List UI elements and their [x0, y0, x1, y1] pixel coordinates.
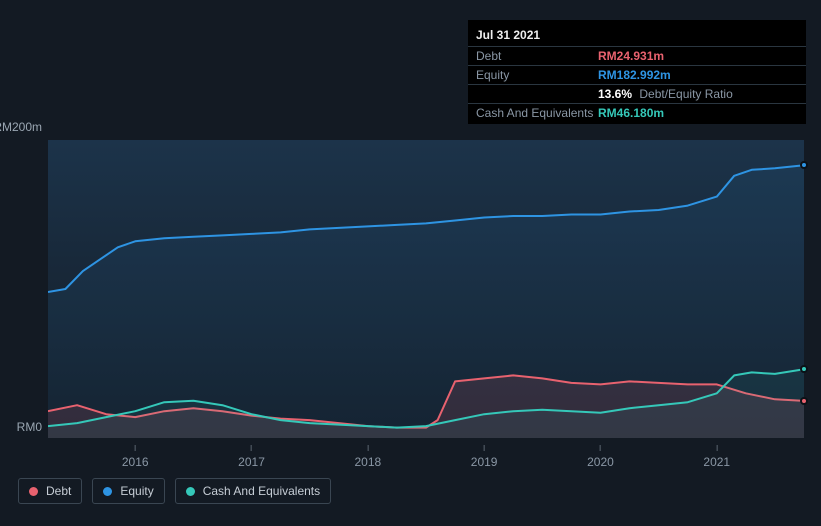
chart-tooltip: Jul 31 2021 DebtRM24.931mEquityRM182.992…: [468, 20, 806, 124]
legend-label: Debt: [46, 484, 71, 498]
tooltip-row-label: Debt: [476, 49, 598, 63]
tooltip-row: 13.6% Debt/Equity Ratio: [468, 84, 806, 103]
tooltip-row: EquityRM182.992m: [468, 65, 806, 84]
legend-dot-icon: [103, 487, 112, 496]
x-tick: 2020: [587, 445, 614, 469]
tooltip-row-label: Equity: [476, 68, 598, 82]
debt-end-marker: [800, 397, 808, 405]
tooltip-row: Cash And EquivalentsRM46.180m: [468, 103, 806, 122]
tooltip-row: DebtRM24.931m: [468, 46, 806, 65]
tooltip-row-label: [476, 87, 598, 101]
tooltip-row-value: RM182.992m: [598, 68, 671, 82]
x-tick-label: 2020: [587, 455, 614, 469]
legend-dot-icon: [186, 487, 195, 496]
x-tick-mark: [716, 445, 717, 451]
legend-label: Equity: [120, 484, 153, 498]
cash-end-marker: [800, 365, 808, 373]
tooltip-row-sublabel: Debt/Equity Ratio: [636, 87, 733, 101]
x-tick-mark: [600, 445, 601, 451]
legend-label: Cash And Equivalents: [203, 484, 320, 498]
tooltip-row-label: Cash And Equivalents: [476, 106, 598, 120]
x-axis: 2016 2017 2018 2019 2020 2021: [48, 445, 804, 475]
x-tick-label: 2018: [354, 455, 381, 469]
y-axis-min-label: RM0: [0, 420, 42, 434]
x-tick: 2017: [238, 445, 265, 469]
x-tick-label: 2019: [471, 455, 498, 469]
chart-svg: [48, 140, 804, 438]
tooltip-row-value: 13.6% Debt/Equity Ratio: [598, 87, 733, 101]
equity-end-marker: [800, 161, 808, 169]
x-tick: 2021: [703, 445, 730, 469]
chart-legend: Debt Equity Cash And Equivalents: [18, 478, 331, 504]
tooltip-date: Jul 31 2021: [468, 26, 806, 46]
x-tick-label: 2021: [703, 455, 730, 469]
legend-item[interactable]: Cash And Equivalents: [175, 478, 331, 504]
x-tick: 2018: [354, 445, 381, 469]
legend-item[interactable]: Debt: [18, 478, 82, 504]
chart-plot-area[interactable]: [48, 140, 804, 438]
legend-item[interactable]: Equity: [92, 478, 164, 504]
x-tick-mark: [484, 445, 485, 451]
x-tick-mark: [135, 445, 136, 451]
x-tick-label: 2017: [238, 455, 265, 469]
x-tick-mark: [251, 445, 252, 451]
x-tick: 2019: [471, 445, 498, 469]
x-tick-mark: [367, 445, 368, 451]
x-tick-label: 2016: [122, 455, 149, 469]
x-tick: 2016: [122, 445, 149, 469]
tooltip-row-value: RM46.180m: [598, 106, 664, 120]
y-axis-max-label: RM200m: [0, 120, 42, 134]
legend-dot-icon: [29, 487, 38, 496]
tooltip-row-value: RM24.931m: [598, 49, 664, 63]
